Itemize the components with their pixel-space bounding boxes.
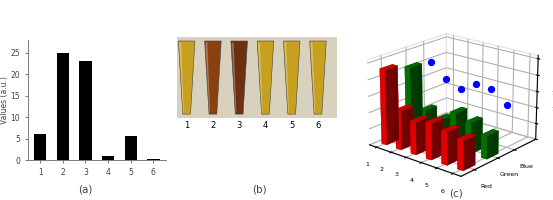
Text: 1: 1 bbox=[184, 121, 189, 130]
Polygon shape bbox=[178, 41, 195, 114]
Text: 2: 2 bbox=[210, 121, 216, 130]
Y-axis label: Values (a.u.): Values (a.u.) bbox=[0, 76, 9, 124]
Text: (b): (b) bbox=[253, 184, 267, 194]
Polygon shape bbox=[310, 41, 326, 114]
Bar bbox=[147, 159, 160, 160]
Polygon shape bbox=[258, 43, 263, 113]
Bar bbox=[177, 37, 337, 118]
Text: 5: 5 bbox=[289, 121, 294, 130]
Polygon shape bbox=[311, 43, 315, 113]
Polygon shape bbox=[231, 41, 248, 114]
Polygon shape bbox=[179, 43, 184, 113]
Polygon shape bbox=[284, 41, 300, 114]
Text: 3: 3 bbox=[237, 121, 242, 130]
Text: (c): (c) bbox=[450, 188, 463, 198]
Polygon shape bbox=[284, 43, 289, 113]
Text: 4: 4 bbox=[263, 121, 268, 130]
Text: (a): (a) bbox=[79, 184, 93, 194]
Bar bbox=[177, 37, 337, 118]
Bar bbox=[124, 136, 137, 160]
Text: 6: 6 bbox=[315, 121, 321, 130]
Polygon shape bbox=[206, 43, 210, 113]
Polygon shape bbox=[232, 43, 237, 113]
Polygon shape bbox=[205, 41, 221, 114]
Bar bbox=[34, 134, 46, 160]
Bar bbox=[56, 53, 69, 160]
Polygon shape bbox=[257, 41, 274, 114]
Bar bbox=[102, 156, 114, 160]
Bar bbox=[79, 61, 92, 160]
